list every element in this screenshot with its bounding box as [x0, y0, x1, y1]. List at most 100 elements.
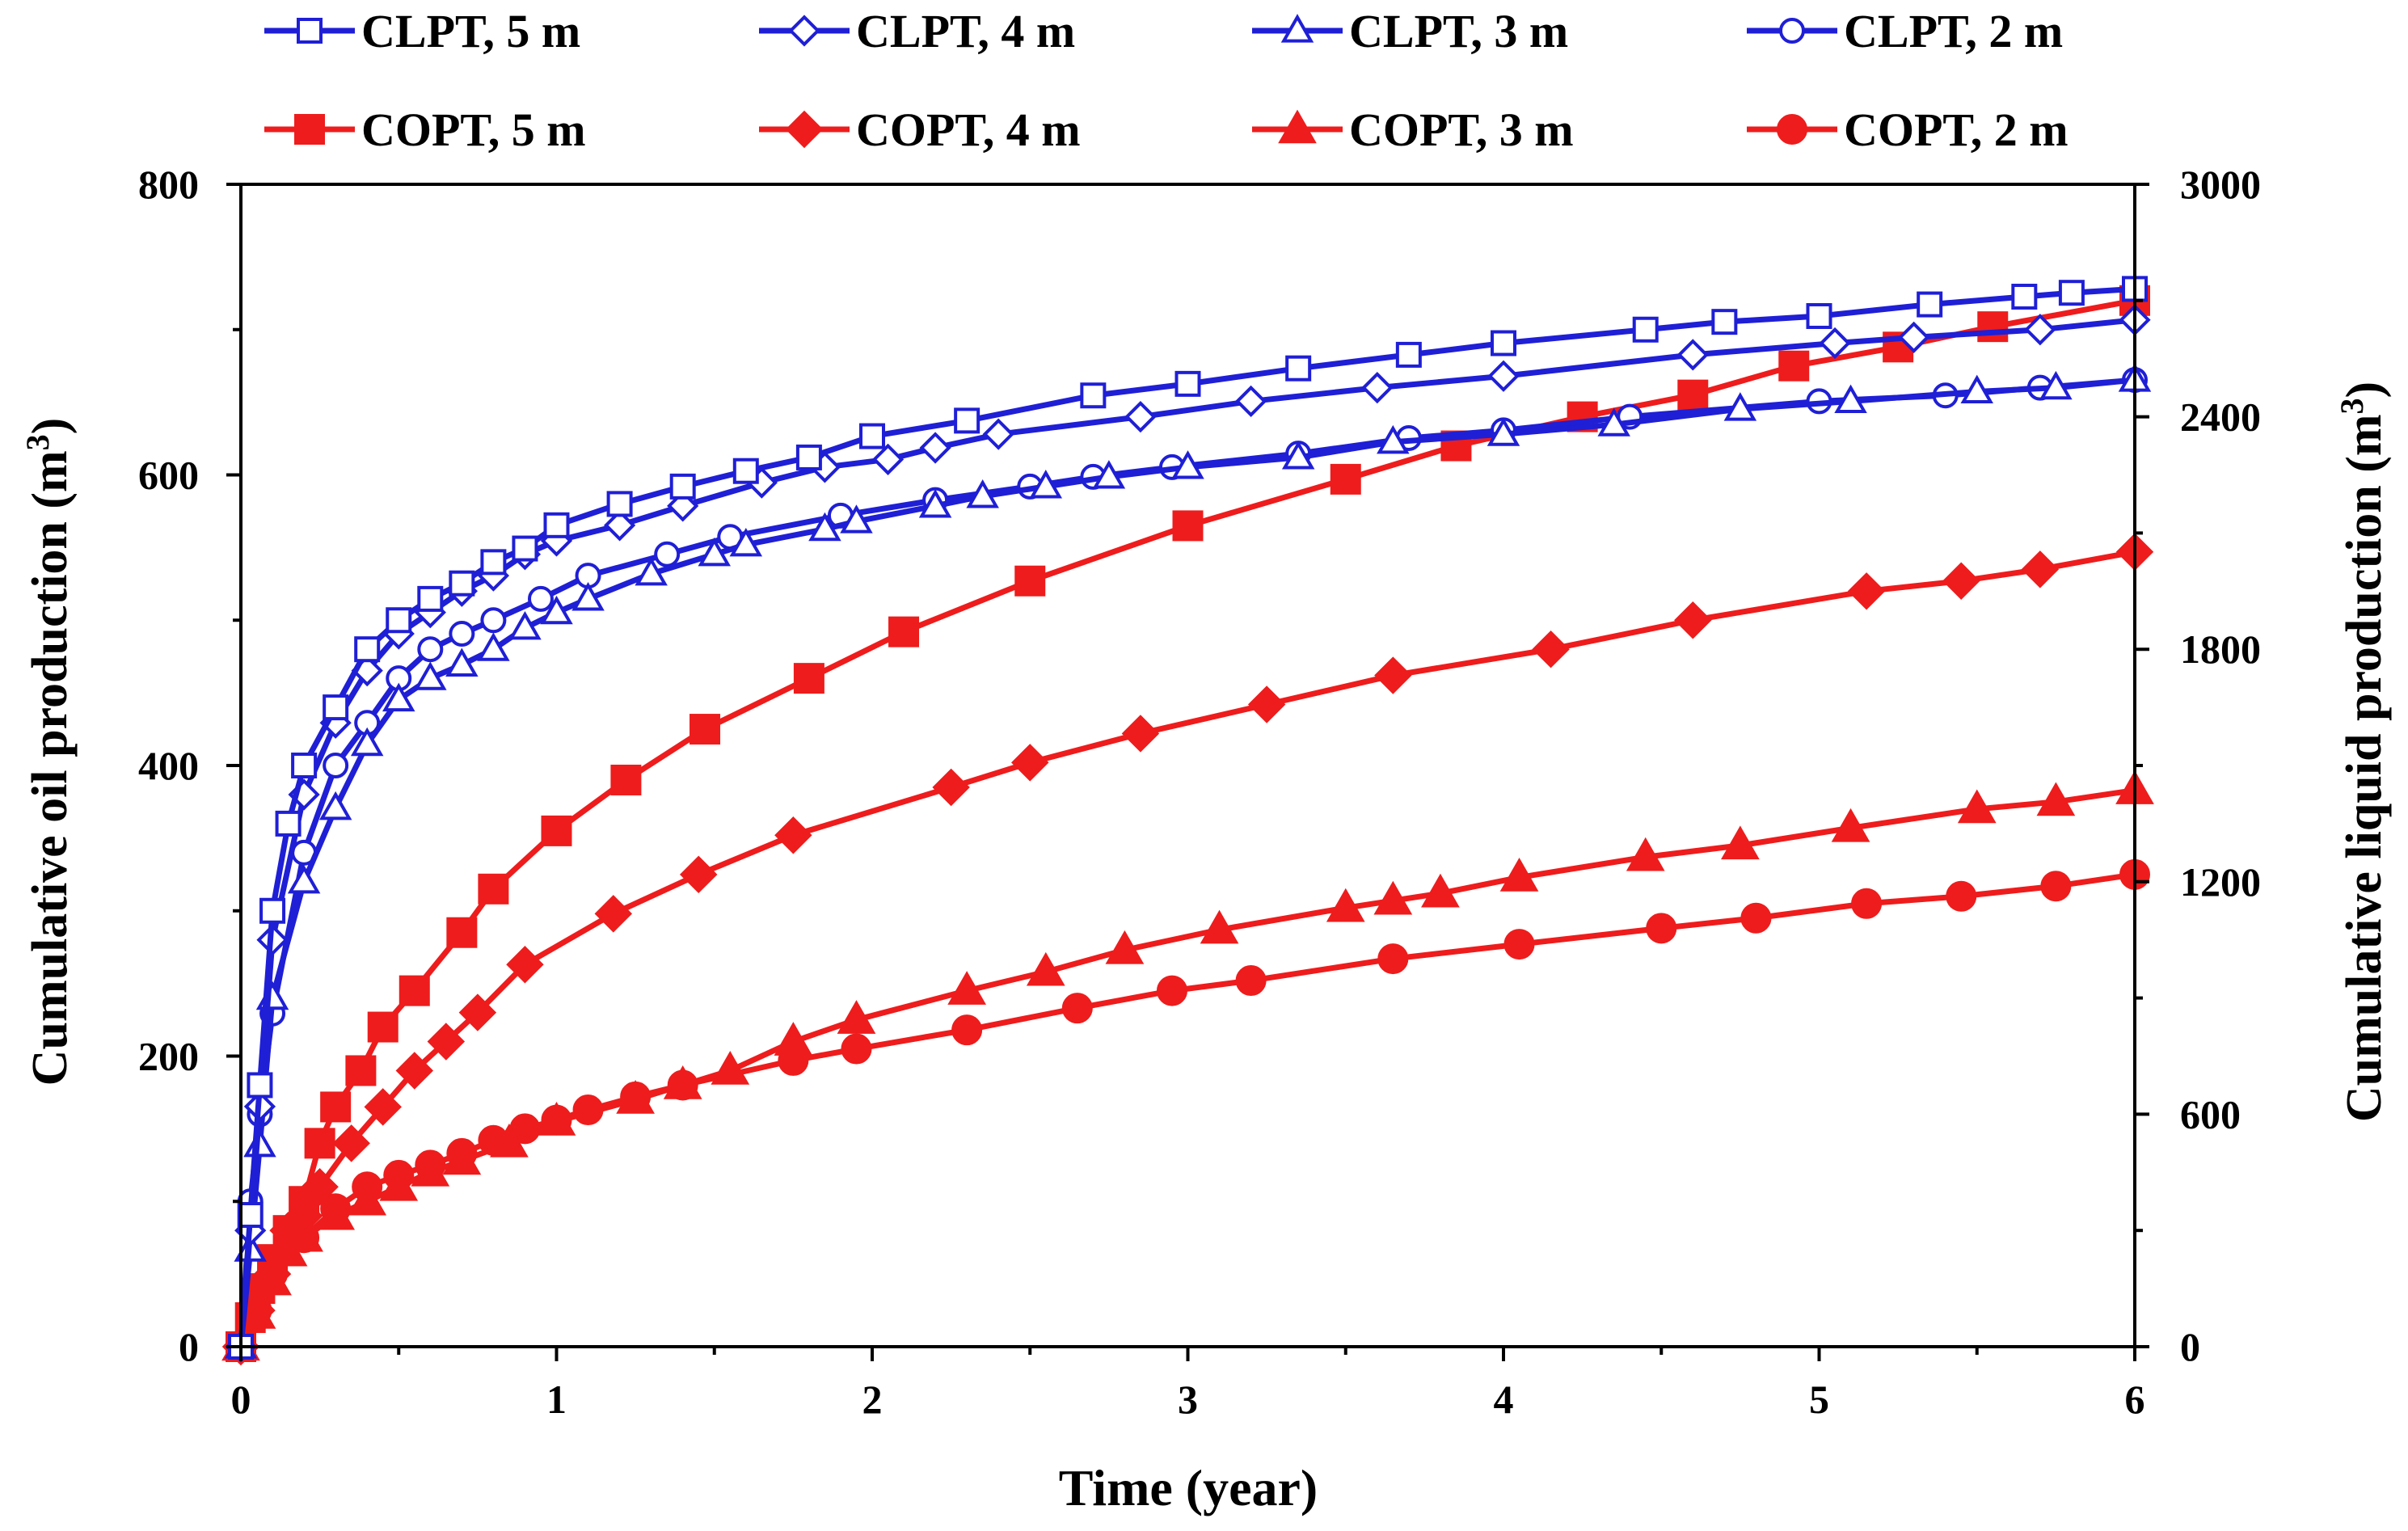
data-point — [1632, 316, 1659, 343]
legend-entry: CLPT, 5 m — [264, 5, 580, 57]
legend-entry: COPT, 2 m — [1747, 103, 2069, 156]
data-point — [1831, 808, 1870, 842]
x-tick-label: 6 — [2125, 1377, 2145, 1422]
data-point — [1806, 302, 1832, 329]
data-point — [1711, 309, 1738, 335]
legend: CLPT, 5 m CLPT, 4 m CLPT, 3 m CLPT, 2 m COPT… — [264, 5, 2069, 156]
data-point — [1487, 417, 1520, 446]
data-point — [1121, 715, 1160, 753]
data-point — [793, 663, 824, 694]
y-right-tick-label: 600 — [2180, 1091, 2241, 1137]
data-point — [951, 1014, 983, 1046]
data-point — [348, 1181, 387, 1216]
data-point — [1499, 857, 1539, 892]
data-point — [480, 607, 507, 634]
y-left-tick-label: 800 — [138, 162, 199, 207]
data-point — [663, 1065, 702, 1099]
data-point — [304, 1128, 335, 1159]
data-point — [690, 714, 721, 745]
data-point — [729, 527, 763, 557]
data-point — [506, 946, 544, 984]
data-point — [1487, 360, 1520, 392]
data-point — [679, 855, 718, 894]
data-point — [982, 418, 1014, 450]
data-point — [2021, 550, 2060, 588]
data-point — [287, 864, 321, 894]
data-point — [1532, 630, 1570, 668]
data-point — [1942, 562, 1980, 600]
data-point — [1234, 385, 1267, 418]
data-point — [669, 473, 696, 500]
data-point — [1960, 374, 1993, 404]
data-point — [478, 873, 509, 905]
series-copt-4-m — [221, 533, 2154, 1366]
data-point — [1740, 902, 1772, 934]
legend-marker — [1779, 18, 1805, 44]
data-point — [449, 621, 475, 647]
data-point — [1491, 330, 1516, 356]
y-left-axis-title: Cumulative oil production (m3) — [19, 418, 78, 1086]
data-point — [1374, 656, 1412, 694]
legend-label: CLPT, 3 m — [1349, 5, 1568, 57]
data-point — [411, 1152, 450, 1187]
legend-label: CLPT, 2 m — [1844, 5, 2063, 57]
x-tick-label: 1 — [546, 1377, 567, 1422]
data-point — [571, 582, 605, 611]
legend-marker — [297, 18, 323, 44]
data-point — [1029, 470, 1063, 499]
data-point — [808, 512, 841, 542]
legend-label: CLPT, 4 m — [856, 5, 1075, 57]
data-point — [1285, 355, 1312, 382]
data-point — [919, 432, 951, 464]
legend-marker — [294, 114, 325, 145]
data-point — [527, 585, 554, 612]
data-point — [966, 479, 999, 508]
data-point — [1014, 565, 1046, 597]
data-point — [1946, 880, 1977, 912]
data-point — [1124, 400, 1157, 433]
legend-label: COPT, 5 m — [361, 103, 586, 156]
data-point — [512, 535, 538, 562]
data-point — [2036, 782, 2076, 816]
data-point — [1676, 339, 1709, 371]
data-point — [1377, 424, 1410, 454]
series-clpt-5-m — [228, 276, 2148, 1360]
data-point — [954, 407, 980, 434]
data-point — [508, 611, 542, 640]
data-point — [477, 632, 510, 661]
y-right-axis-title: Cumulative liquid production (m3) — [2334, 382, 2392, 1122]
data-point — [1917, 291, 1943, 318]
data-point — [316, 1196, 355, 1230]
data-point — [1851, 888, 1883, 919]
x-tick-label: 3 — [1178, 1377, 1198, 1422]
x-tick-label: 0 — [231, 1377, 251, 1422]
data-point — [427, 1023, 466, 1061]
data-point — [888, 616, 920, 647]
data-point — [1092, 460, 1126, 489]
data-point — [445, 647, 479, 677]
legend-label: COPT, 4 m — [856, 103, 1081, 156]
data-point — [259, 897, 286, 924]
data-point — [1061, 993, 1093, 1024]
data-point — [1674, 601, 1712, 639]
y-left-tick-label: 0 — [179, 1324, 199, 1369]
data-point — [603, 509, 636, 542]
data-point — [1503, 929, 1535, 960]
data-point — [354, 636, 381, 663]
data-point — [237, 1202, 264, 1229]
data-point — [837, 1000, 876, 1034]
data-point — [367, 1011, 399, 1043]
y-right-tick-label: 3000 — [2180, 162, 2261, 207]
data-point — [732, 458, 759, 484]
data-point — [1677, 379, 1709, 411]
data-point — [918, 489, 952, 518]
data-point — [871, 443, 905, 475]
y-right-tick-label: 1800 — [2180, 626, 2261, 672]
data-point — [654, 541, 681, 567]
data-point — [711, 1051, 750, 1085]
data-point — [1174, 370, 1201, 397]
legend-marker — [785, 110, 824, 149]
legend-entry: CLPT, 2 m — [1747, 5, 2063, 57]
data-point — [332, 1124, 370, 1162]
